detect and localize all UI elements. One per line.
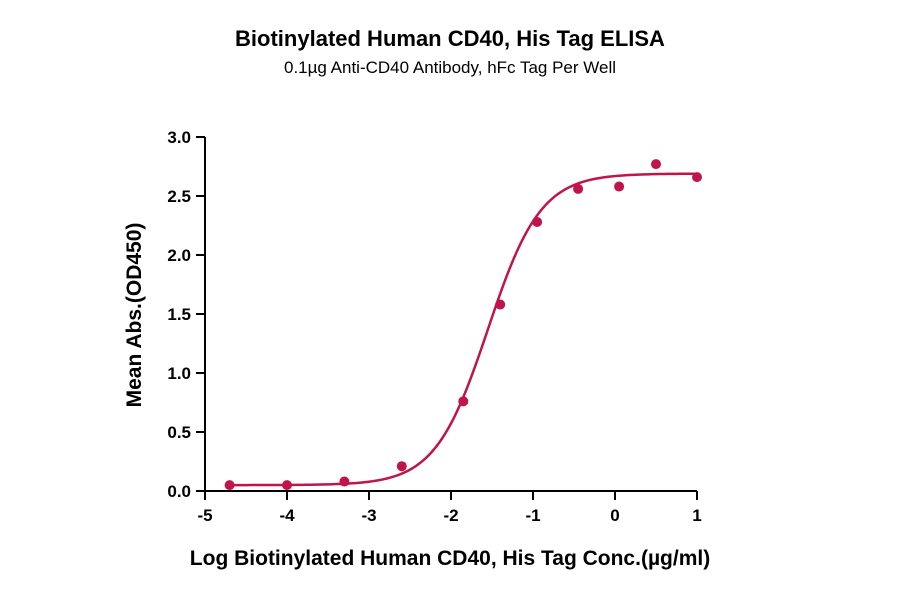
data-point: [532, 216, 543, 227]
data-point: [573, 183, 584, 194]
x-tick-label: -1: [525, 506, 540, 525]
fit-curve: [229, 172, 698, 487]
data-point: [282, 480, 292, 491]
y-tick-label: 1.0: [167, 364, 191, 383]
x-tick-label: -3: [361, 506, 376, 525]
x-tick-label: 1: [692, 506, 701, 525]
x-tick-label: 0: [610, 506, 619, 525]
y-tick-label: 0.0: [167, 482, 191, 501]
y-axis-title: Mean Abs.(OD450): [123, 223, 146, 408]
data-point: [339, 476, 350, 487]
axes: 0.0 0.5 1.0 1.5 2.0 2.5 3.0 -5 -4 -3 -2 -1 0 1: [167, 128, 701, 525]
data-point: [614, 181, 625, 192]
y-tick-label: 2.0: [167, 246, 191, 265]
data-point: [692, 172, 702, 183]
data-point: [495, 299, 506, 310]
x-tick-label: -4: [279, 506, 295, 525]
x-tick-label: -2: [443, 506, 458, 525]
y-tick-label: 3.0: [167, 128, 191, 147]
x-axis-title: Log Biotinylated Human CD40, His Tag Con…: [190, 547, 710, 570]
data-point: [224, 480, 235, 491]
data-point: [651, 159, 661, 170]
data-points-layer: [224, 159, 702, 491]
chart-title: Biotinylated Human CD40, His Tag ELISA: [235, 26, 665, 51]
chart-subtitle: 0.1µg Anti-CD40 Antibody, hFc Tag Per We…: [283, 58, 617, 77]
data-point: [458, 396, 469, 407]
y-tick-label: 0.5: [167, 423, 191, 442]
x-tick-label: -5: [197, 506, 212, 525]
y-tick-label: 2.5: [167, 187, 191, 206]
y-tick-label: 1.5: [167, 305, 191, 324]
fit-curve-layer: [229, 172, 698, 487]
data-point: [396, 461, 407, 472]
